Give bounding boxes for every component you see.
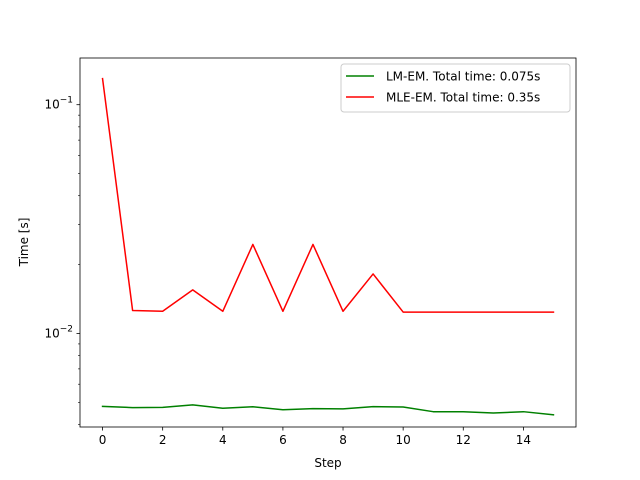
plot-frame [79, 57, 577, 428]
legend: LM-EM. Total time: 0.075s MLE-EM. Total t… [340, 63, 571, 113]
legend-box [340, 63, 571, 113]
y-tick-label-base: 10 [44, 98, 59, 112]
x-tick-label: 0 [99, 433, 107, 447]
y-tick-label: 10−2 [44, 324, 73, 340]
plot-lines [101, 77, 555, 416]
legend-entry-1: MLE-EM. Total time: 0.35s [386, 91, 540, 105]
y-tick-label-base: 10 [44, 326, 59, 340]
x-tick-label: 10 [396, 433, 411, 447]
y-tick-label-exponent: −2 [60, 324, 73, 334]
x-tick-label: 8 [339, 433, 347, 447]
legend-entry-0: LM-EM. Total time: 0.075s [386, 70, 540, 84]
x-tick-label: 2 [159, 433, 167, 447]
x-tick-label: 14 [516, 433, 531, 447]
y-tick-label: 10−1 [44, 96, 73, 112]
y-tick-label-exponent: −1 [60, 96, 73, 106]
series-line-1 [101, 77, 555, 313]
x-tick-label: 4 [219, 433, 227, 447]
x-tick-label: 12 [456, 433, 471, 447]
y-axis-label: Time [s] [17, 218, 31, 268]
x-axis-label: Step [314, 456, 341, 470]
series-line-0 [101, 404, 555, 416]
x-tick-label: 6 [279, 433, 287, 447]
